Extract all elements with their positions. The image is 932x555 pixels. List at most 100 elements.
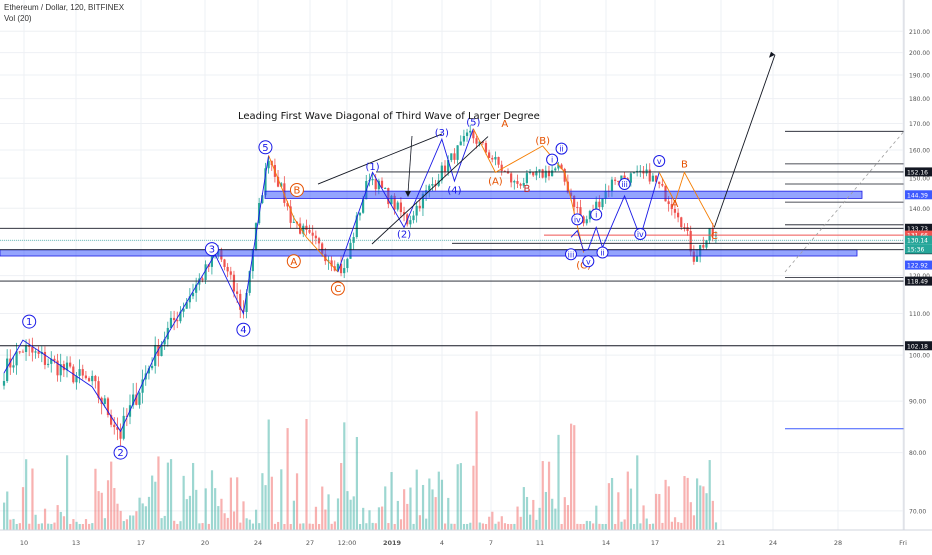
wave-label-25: iii: [621, 180, 628, 189]
wave-label-29: A: [672, 199, 679, 210]
candle-body: [352, 237, 355, 243]
volume-bar: [494, 523, 497, 530]
volume-bar: [113, 488, 116, 530]
volume-bar: [488, 516, 491, 530]
volume-indicator-label: Vol (20): [4, 14, 32, 23]
candle-body: [576, 206, 579, 208]
volume-bar: [84, 519, 88, 530]
volume-bar: [557, 434, 560, 530]
volume-bar: [670, 521, 673, 530]
volume-bar: [614, 523, 617, 530]
wave-label-6: A: [290, 257, 297, 268]
candle-body: [551, 170, 554, 177]
wave-label-24: ii: [600, 249, 604, 258]
volume-bar: [75, 521, 78, 530]
candle-body: [12, 365, 15, 368]
candle-body: [617, 180, 620, 182]
volume-bar: [295, 473, 299, 530]
volume-bar: [3, 502, 6, 530]
volume-bar: [551, 498, 554, 530]
volume-bar: [185, 499, 188, 530]
volume-bar: [658, 494, 661, 530]
volume-bar: [40, 523, 43, 530]
candle-body: [135, 394, 138, 405]
volume-bar: [169, 459, 173, 530]
volume-bar: [229, 477, 232, 530]
wave-label-28: B: [681, 159, 688, 170]
candle-body: [248, 271, 251, 293]
volume-bar: [106, 480, 110, 530]
volume-bar: [110, 461, 113, 530]
volume-bar: [198, 523, 201, 530]
candle-body: [500, 164, 503, 172]
volume-bar: [525, 496, 529, 530]
candle-body: [276, 176, 280, 187]
wave-label-circle: [330, 281, 345, 296]
volume-bar: [636, 455, 639, 530]
candle-body: [585, 219, 588, 224]
candle-body: [532, 171, 535, 176]
volume-bar: [34, 514, 37, 530]
price-tag-label: 130.14: [907, 238, 928, 245]
price-tick-label: 170.00: [909, 121, 930, 128]
volume-bar: [358, 523, 362, 530]
volume-bar: [12, 518, 15, 530]
wave-label-circle: [634, 227, 647, 240]
wave-label-23: i: [595, 211, 597, 220]
volume-bar: [258, 523, 261, 530]
volume-bar: [248, 519, 251, 530]
candle-body: [173, 317, 176, 321]
volume-bar: [352, 496, 355, 530]
volume-bar: [343, 422, 346, 530]
projected-wave-path: [570, 172, 660, 252]
candle-body: [6, 358, 9, 382]
volume-bar: [261, 473, 264, 530]
price-tag-label: 152.16: [907, 169, 928, 176]
volume-bar: [37, 523, 40, 530]
volume-bar: [406, 503, 409, 530]
candle-body: [620, 175, 623, 182]
volume-bar: [434, 497, 437, 530]
candle-body: [421, 193, 425, 209]
candle-body: [267, 160, 270, 169]
volume-bar: [78, 524, 81, 530]
candle-body: [547, 170, 551, 177]
volume-bar: [516, 506, 519, 530]
volume-bar: [585, 520, 588, 530]
price-tag-label: 133.73: [907, 226, 928, 233]
volume-bar: [384, 486, 387, 530]
wave-label-10: (3): [435, 128, 449, 139]
candle-body: [513, 181, 516, 183]
volume-bar: [242, 501, 245, 530]
candle-body: [119, 429, 122, 439]
candle-body: [629, 173, 632, 183]
time-tick-label: 28: [834, 539, 842, 547]
price-tag-bg: [905, 190, 932, 200]
volume-bar: [680, 522, 683, 530]
volume-bar: [639, 523, 642, 530]
candle-body: [415, 205, 418, 216]
grid: [0, 0, 904, 530]
volume-bar: [226, 517, 229, 530]
candle-body: [680, 217, 683, 228]
volume-bar: [377, 507, 381, 530]
time-tick-label: 2019: [383, 539, 402, 547]
candle-body: [289, 206, 292, 223]
volume-bar: [311, 523, 314, 530]
candle-body: [535, 171, 538, 176]
volume-bar: [381, 506, 384, 530]
price-tick-label: 100.00: [909, 353, 930, 360]
candle-body: [116, 427, 119, 430]
volume-bar: [686, 477, 689, 530]
volume-bar: [673, 517, 677, 530]
volume-bar: [201, 523, 204, 530]
wave-label-circle: [618, 178, 631, 191]
wave-label-18: ii: [559, 145, 563, 154]
volume-bar: [655, 493, 658, 530]
volume-bar: [176, 523, 179, 530]
candle-body: [308, 229, 311, 233]
volume-bar: [28, 523, 31, 530]
candle-body: [456, 145, 459, 160]
price-tag-label: 122.92: [907, 263, 928, 270]
